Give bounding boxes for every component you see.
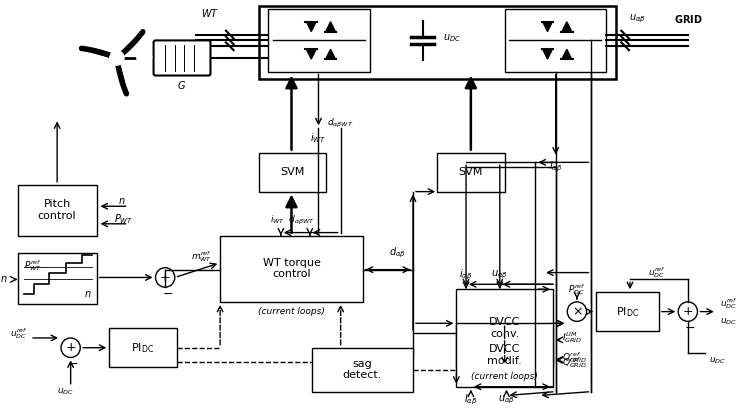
Text: $P_{WT}^{ref}$: $P_{WT}^{ref}$ bbox=[24, 258, 42, 273]
Text: $P_{WT}$: $P_{WT}$ bbox=[114, 212, 133, 226]
Text: $WT$: $WT$ bbox=[201, 7, 220, 19]
FancyBboxPatch shape bbox=[457, 323, 553, 387]
Text: $m_{WT}^{ref}$: $m_{WT}^{ref}$ bbox=[191, 250, 212, 264]
Text: $G$: $G$ bbox=[178, 79, 186, 91]
FancyBboxPatch shape bbox=[312, 348, 413, 392]
Text: $Q_{GRID}^{ref}$: $Q_{GRID}^{ref}$ bbox=[562, 350, 588, 365]
FancyBboxPatch shape bbox=[18, 185, 97, 235]
Text: DVCC
conv.: DVCC conv. bbox=[489, 317, 520, 339]
Text: $Q_{GRID}^{ref}$: $Q_{GRID}^{ref}$ bbox=[562, 355, 588, 370]
FancyBboxPatch shape bbox=[154, 40, 210, 75]
Text: SVM: SVM bbox=[459, 167, 483, 177]
Polygon shape bbox=[306, 22, 316, 31]
Polygon shape bbox=[326, 22, 335, 31]
Text: +: + bbox=[682, 305, 693, 318]
FancyBboxPatch shape bbox=[457, 289, 553, 367]
FancyBboxPatch shape bbox=[220, 235, 363, 302]
Polygon shape bbox=[306, 49, 316, 59]
Text: $d_{\alpha\beta WT}$: $d_{\alpha\beta WT}$ bbox=[328, 117, 354, 130]
Text: SVM: SVM bbox=[280, 167, 305, 177]
Text: $\mathrm{PI_{DC}}$: $\mathrm{PI_{DC}}$ bbox=[132, 341, 155, 355]
Text: $-$: $-$ bbox=[684, 321, 696, 334]
Text: $i_{WT}$: $i_{WT}$ bbox=[311, 131, 326, 145]
Circle shape bbox=[144, 54, 152, 62]
Text: $n$: $n$ bbox=[1, 275, 8, 284]
Polygon shape bbox=[542, 49, 552, 59]
FancyBboxPatch shape bbox=[596, 292, 659, 331]
Text: $\mathrm{PI_{DC}}$: $\mathrm{PI_{DC}}$ bbox=[616, 305, 639, 319]
Text: $u_{DC}$: $u_{DC}$ bbox=[443, 33, 460, 44]
FancyBboxPatch shape bbox=[269, 9, 369, 72]
Text: +: + bbox=[65, 341, 76, 354]
Text: WT torque
control: WT torque control bbox=[263, 258, 320, 279]
Polygon shape bbox=[542, 22, 552, 31]
Text: $u_{\alpha\beta}$: $u_{\alpha\beta}$ bbox=[629, 13, 646, 25]
Polygon shape bbox=[562, 22, 571, 31]
Text: (current loops): (current loops) bbox=[258, 307, 325, 316]
Text: Pitch
control: Pitch control bbox=[38, 200, 76, 221]
Text: $u_{\alpha\beta}$: $u_{\alpha\beta}$ bbox=[491, 268, 508, 281]
Text: sag
detect.: sag detect. bbox=[343, 359, 382, 380]
Text: $\times$: $\times$ bbox=[571, 305, 582, 318]
Text: +: + bbox=[160, 271, 170, 284]
Text: $i_{\alpha\beta}$: $i_{\alpha\beta}$ bbox=[549, 160, 562, 175]
Text: $I_{\alpha\beta}$: $I_{\alpha\beta}$ bbox=[464, 392, 477, 407]
Text: $u_{DC}^{ref}$: $u_{DC}^{ref}$ bbox=[648, 265, 666, 280]
Circle shape bbox=[137, 54, 145, 62]
Circle shape bbox=[110, 51, 124, 65]
FancyBboxPatch shape bbox=[259, 6, 616, 80]
Text: $u_{DC}^{ref}$: $u_{DC}^{ref}$ bbox=[10, 326, 27, 341]
Text: $n$: $n$ bbox=[118, 196, 126, 206]
Polygon shape bbox=[326, 49, 335, 59]
Polygon shape bbox=[562, 49, 571, 59]
Text: $u_{\alpha\beta}$: $u_{\alpha\beta}$ bbox=[498, 393, 515, 406]
Text: $P_{DC}^{ref}$: $P_{DC}^{ref}$ bbox=[568, 282, 586, 297]
FancyBboxPatch shape bbox=[18, 253, 97, 304]
FancyBboxPatch shape bbox=[505, 9, 606, 72]
FancyBboxPatch shape bbox=[437, 153, 505, 192]
Text: DVCC
modif.: DVCC modif. bbox=[487, 344, 522, 366]
Text: $i_{\alpha\beta}$: $i_{\alpha\beta}$ bbox=[460, 267, 473, 282]
Text: $-$: $-$ bbox=[67, 357, 78, 370]
Text: $n$: $n$ bbox=[84, 289, 92, 299]
FancyBboxPatch shape bbox=[259, 153, 326, 192]
Text: $u_{DC}$: $u_{DC}$ bbox=[57, 386, 74, 397]
Text: $-$: $-$ bbox=[161, 286, 172, 299]
Text: $\mathbf{GRID}$: $\mathbf{GRID}$ bbox=[673, 13, 702, 25]
Text: $u_{DC}$: $u_{DC}$ bbox=[720, 316, 736, 327]
Text: $d_{\alpha\beta}$: $d_{\alpha\beta}$ bbox=[389, 246, 406, 260]
Text: $i_{WT}\ \ d_{\alpha\beta WT}$: $i_{WT}\ \ d_{\alpha\beta WT}$ bbox=[270, 214, 315, 227]
Text: $u_{DC}^{ref}$: $u_{DC}^{ref}$ bbox=[720, 296, 737, 311]
Text: (current loops): (current loops) bbox=[471, 373, 538, 381]
FancyBboxPatch shape bbox=[110, 328, 177, 367]
Text: $I_{GRID}^{LIM}$: $I_{GRID}^{LIM}$ bbox=[562, 330, 583, 346]
Text: $u_{DC}$: $u_{DC}$ bbox=[709, 355, 726, 366]
